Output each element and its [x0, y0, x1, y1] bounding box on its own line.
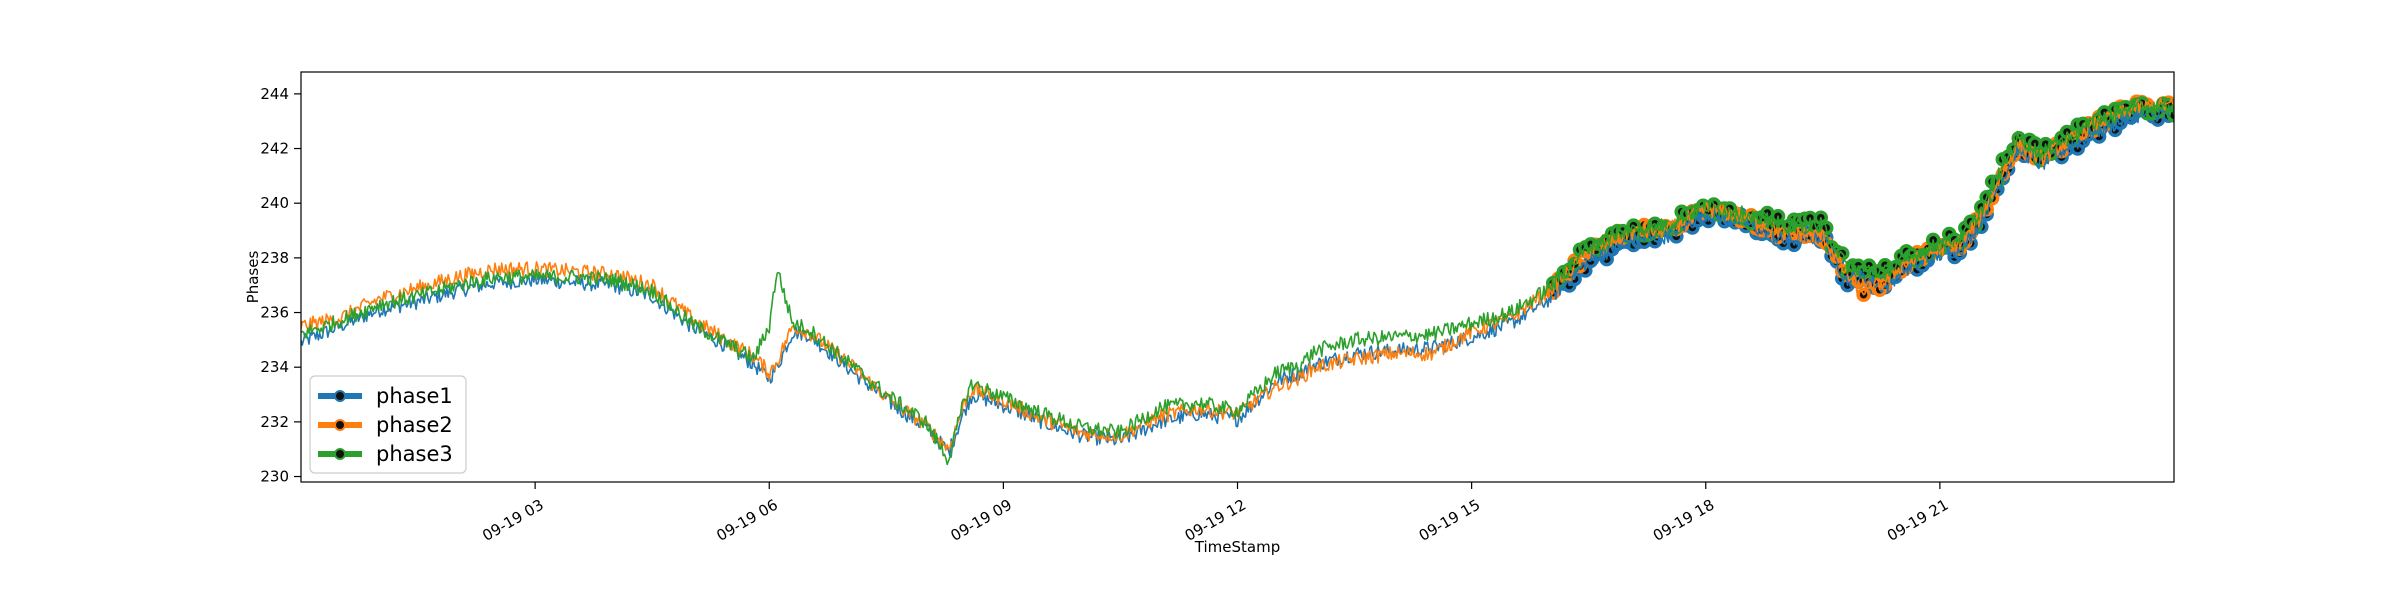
series-line-phase3	[301, 99, 2174, 466]
y-tick-label: 236	[260, 304, 289, 322]
x-tick-label: 09-19 09	[948, 496, 1015, 545]
series-line-phase2	[301, 97, 2174, 451]
legend-marker-phase3	[334, 448, 346, 460]
y-tick-label: 240	[260, 194, 289, 212]
legend-label-phase3: phase3	[376, 442, 453, 466]
y-tick-label: 238	[260, 249, 289, 267]
legend: phase1 phase2 phase3	[309, 375, 467, 474]
x-tick-label: 09-19 15	[1416, 496, 1483, 545]
y-tick-label: 232	[260, 413, 289, 431]
y-tick-label: 230	[260, 468, 289, 486]
legend-marker-phase2	[334, 419, 346, 431]
legend-label-phase1: phase1	[376, 384, 453, 408]
y-axis: 230 232 234 236 238 240 242 244	[260, 85, 301, 486]
legend-marker-phase1	[334, 390, 346, 402]
x-axis-label: TimeStamp	[1194, 538, 1280, 556]
legend-box	[309, 375, 467, 474]
x-tick-label: 09-19 06	[713, 496, 780, 545]
series-line-phase1	[301, 106, 2174, 457]
plot-content	[301, 94, 2174, 466]
x-tick-label: 09-19 18	[1650, 496, 1717, 545]
y-axis-label: Phases	[244, 251, 262, 304]
y-tick-label: 244	[260, 85, 289, 103]
x-axis: 09-19 03 09-19 06 09-19 09 09-19 12 09-19 15…	[479, 482, 1951, 545]
x-tick-label: 09-19 03	[479, 496, 546, 545]
y-tick-label: 234	[260, 358, 289, 376]
y-tick-label: 242	[260, 140, 289, 158]
x-tick-label: 09-19 21	[1884, 496, 1951, 545]
legend-label-phase2: phase2	[376, 413, 453, 437]
